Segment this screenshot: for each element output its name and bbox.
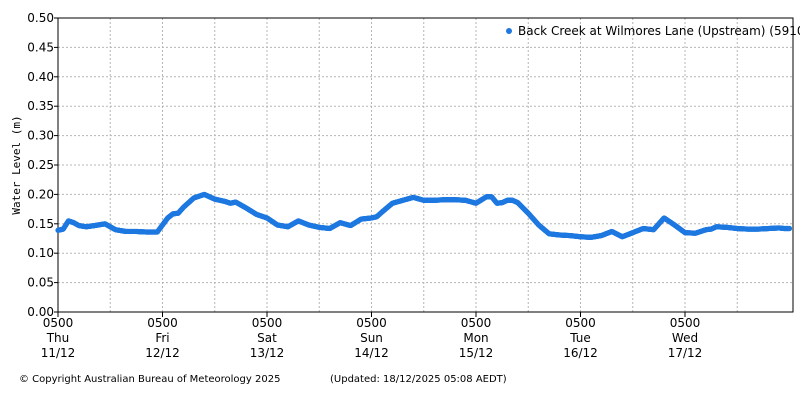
copyright-text: © Copyright Australian Bureau of Meteoro… xyxy=(19,374,281,385)
legend-marker xyxy=(506,28,512,34)
grid xyxy=(58,18,793,312)
x-tick-day: Wed xyxy=(672,331,698,345)
y-axis-label: Water Level (m) xyxy=(10,115,23,214)
x-tick-date: 15/12 xyxy=(459,346,494,360)
x-tick-time: 0500 xyxy=(252,316,283,330)
y-tick-label: 0.40 xyxy=(27,70,54,84)
y-tick-label: 0.00 xyxy=(27,305,54,319)
x-tick-day: Mon xyxy=(463,331,488,345)
legend-label: Back Creek at Wilmores Lane (Upstream) (… xyxy=(518,24,800,38)
y-tick-label: 0.25 xyxy=(27,158,54,172)
x-tick-date: 16/12 xyxy=(563,346,598,360)
y-tick-label: 0.15 xyxy=(27,217,54,231)
x-tick-time: 0500 xyxy=(147,316,178,330)
data-point xyxy=(786,225,793,232)
y-tick-label: 0.20 xyxy=(27,187,54,201)
x-tick-day: Sun xyxy=(360,331,383,345)
x-tick-day: Tue xyxy=(569,331,591,345)
x-tick-date: 12/12 xyxy=(145,346,180,360)
x-tick-time: 0500 xyxy=(43,316,74,330)
x-tick-date: 17/12 xyxy=(668,346,703,360)
x-tick-day: Fri xyxy=(155,331,169,345)
updated-text: (Updated: 18/12/2025 05:08 AEDT) xyxy=(330,374,507,385)
x-tick-date: 13/12 xyxy=(250,346,285,360)
x-tick-day: Sat xyxy=(257,331,277,345)
x-tick-time: 0500 xyxy=(670,316,701,330)
x-tick-date: 14/12 xyxy=(354,346,389,360)
x-tick-day: Thu xyxy=(46,331,70,345)
x-tick-time: 0500 xyxy=(461,316,492,330)
x-tick-time: 0500 xyxy=(565,316,596,330)
y-tick-label: 0.35 xyxy=(27,99,54,113)
y-axis: 0.00 0.05 0.10 0.15 0.20 0.25 0.30 0.35 0.40 0.45… xyxy=(27,11,58,319)
x-tick-time: 0500 xyxy=(356,316,387,330)
y-tick-label: 0.10 xyxy=(27,246,54,260)
y-tick-label: 0.50 xyxy=(27,11,54,25)
x-tick-date: 11/12 xyxy=(41,346,76,360)
y-tick-label: 0.45 xyxy=(27,40,54,54)
y-tick-label: 0.30 xyxy=(27,129,54,143)
y-tick-label: 0.05 xyxy=(27,276,54,290)
legend: Back Creek at Wilmores Lane (Upstream) (… xyxy=(506,24,800,38)
series-points xyxy=(55,191,793,240)
x-axis: 0500Thu11/120500Fri12/120500Sat13/120500… xyxy=(41,312,703,360)
